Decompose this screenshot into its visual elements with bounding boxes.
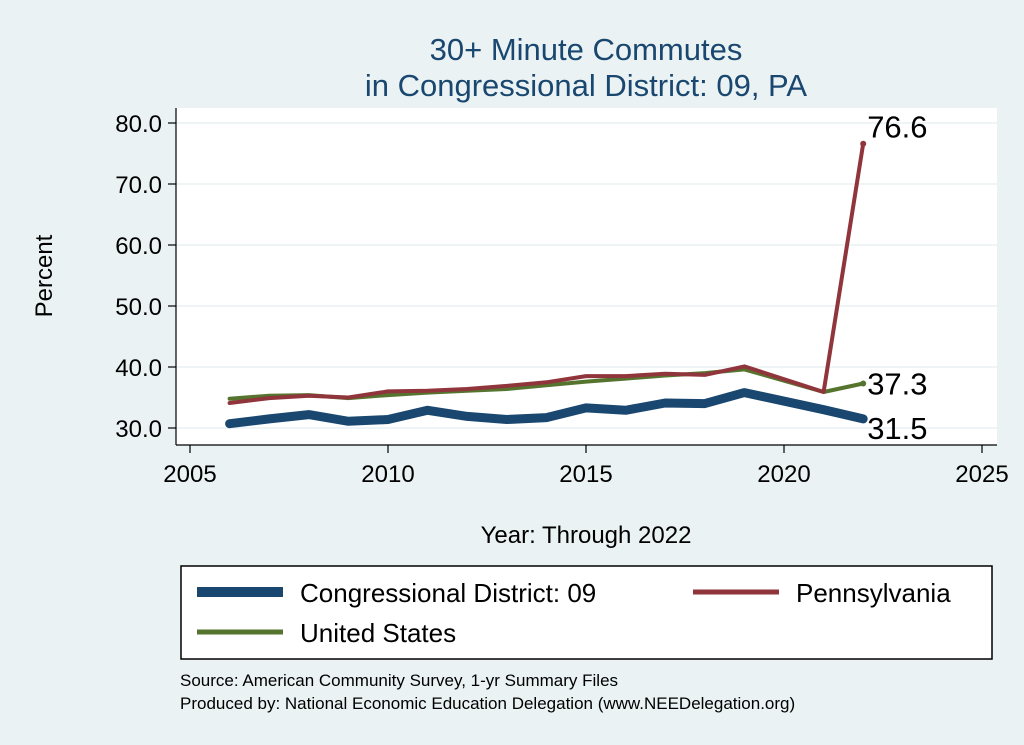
series-end-point	[860, 140, 867, 147]
legend: Congressional District: 09 Pennsylvania …	[180, 565, 993, 660]
chart-title-line-2: in Congressional District: 09, PA	[365, 68, 808, 103]
axes: 30.0 40.0 50.0 60.0 70.0 80.0 2005 2010 2015 2020…	[115, 108, 1009, 488]
y-tick-label: 80.0	[115, 111, 162, 138]
y-tick-label: 50.0	[115, 294, 162, 321]
legend-label-united-states: United States	[300, 618, 456, 648]
y-tick-label: 40.0	[115, 355, 162, 382]
series-end-point	[860, 415, 867, 422]
y-tick-label: 60.0	[115, 233, 162, 260]
series-layer	[225, 140, 868, 429]
series-end-point	[860, 380, 867, 387]
end-labels: 31.5 76.6 37.3	[867, 110, 927, 446]
end-value-label: 31.5	[867, 411, 927, 446]
x-tick-label: 2010	[361, 461, 414, 488]
legend-label-pennsylvania: Pennsylvania	[796, 578, 951, 608]
end-value-label: 37.3	[867, 366, 927, 401]
chart-title-line-1: 30+ Minute Commutes	[430, 32, 743, 67]
x-axis-title: Year: Through 2022	[481, 522, 692, 549]
gridlines	[176, 122, 997, 429]
produced-by-note: Produced by: National Economic Education…	[180, 694, 795, 713]
source-note: Source: American Community Survey, 1-yr …	[180, 671, 618, 690]
legend-box	[180, 565, 993, 660]
series-line-congressional-district-09	[225, 388, 868, 429]
x-tick-label: 2025	[955, 461, 1008, 488]
x-tick-label: 2015	[559, 461, 612, 488]
y-tick-label: 70.0	[115, 172, 162, 199]
end-value-label: 76.6	[867, 110, 927, 145]
series-line-pennsylvania	[227, 141, 866, 405]
x-tick-label: 2020	[757, 461, 810, 488]
y-tick-label: 30.0	[115, 416, 162, 443]
y-axis-title: Percent	[31, 234, 58, 317]
x-tick-label: 2005	[163, 461, 216, 488]
legend-label-district: Congressional District: 09	[300, 578, 596, 608]
